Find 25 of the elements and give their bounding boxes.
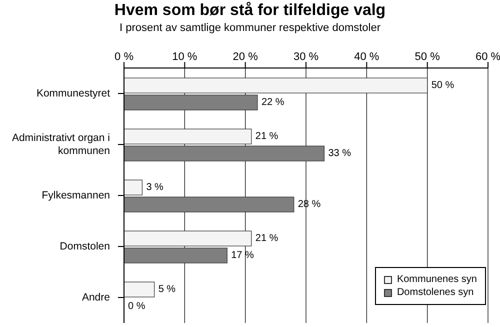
data-label: 5 % — [158, 284, 176, 295]
data-label: 21 % — [255, 131, 278, 142]
data-label: 0 % — [128, 301, 146, 312]
x-tick-label: 20 % — [232, 51, 258, 63]
data-label: 33 % — [328, 148, 352, 159]
data-label: 22 % — [261, 97, 284, 108]
x-tick-label: 0 % — [114, 51, 134, 63]
x-tick-label: 50 % — [414, 51, 440, 63]
y-tick-label: Kommunestyret — [36, 88, 110, 100]
chart-subtitle: I prosent av samtlige kommuner respektive domstoler — [118, 22, 382, 36]
legend-label: Kommunenes syn — [396, 274, 477, 285]
chart-title: Hvem som bør stå for tilfeldige valg — [113, 0, 387, 21]
x-tick-label: 40 % — [354, 51, 380, 63]
legend-label: Domstolenes syn — [396, 287, 474, 298]
data-label: 3 % — [146, 182, 164, 193]
y-tick-label: Fylkesmannen — [42, 190, 110, 202]
x-tick-label: 30 % — [293, 51, 319, 63]
y-tick-label: Andre — [82, 292, 110, 304]
y-tick-label: Domstolen — [60, 240, 110, 252]
x-tick-label: 10 % — [172, 51, 198, 63]
bar — [124, 282, 155, 298]
x-tick-label: 60 % — [475, 51, 500, 63]
data-label: 50 % — [431, 80, 454, 91]
y-tick-label: Administrativt organ i kommunen — [12, 132, 110, 157]
data-label: 21 % — [255, 233, 278, 244]
